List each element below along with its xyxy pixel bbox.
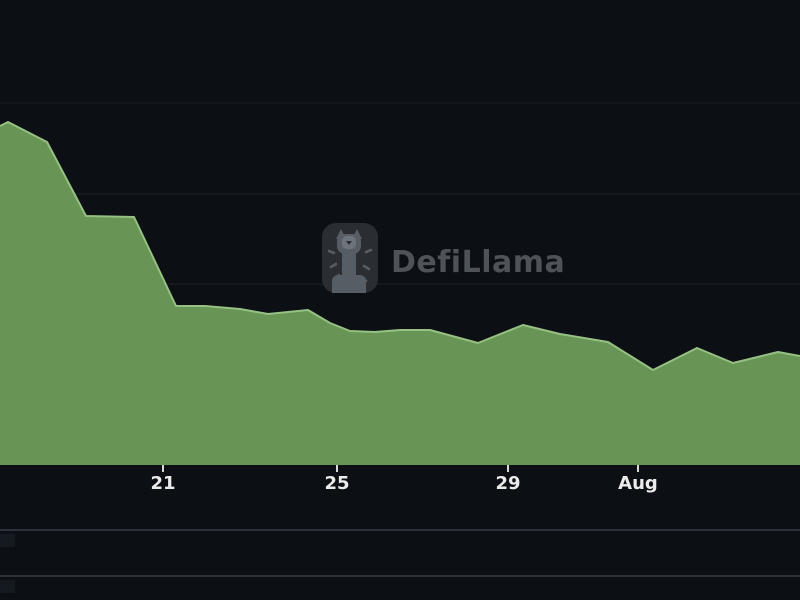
- x-axis-label: 21: [150, 473, 176, 494]
- area-series: [0, 122, 800, 465]
- separator-line-bottom: [0, 575, 800, 577]
- range-handle-bottom-left[interactable]: [0, 580, 15, 593]
- x-axis-label: 25: [324, 473, 350, 494]
- x-axis-label: Aug: [618, 473, 658, 494]
- separator-line-top: [0, 529, 800, 531]
- range-handle-top-left[interactable]: [0, 534, 15, 547]
- series-line: [0, 121, 800, 371]
- x-axis-label: 29: [495, 473, 521, 494]
